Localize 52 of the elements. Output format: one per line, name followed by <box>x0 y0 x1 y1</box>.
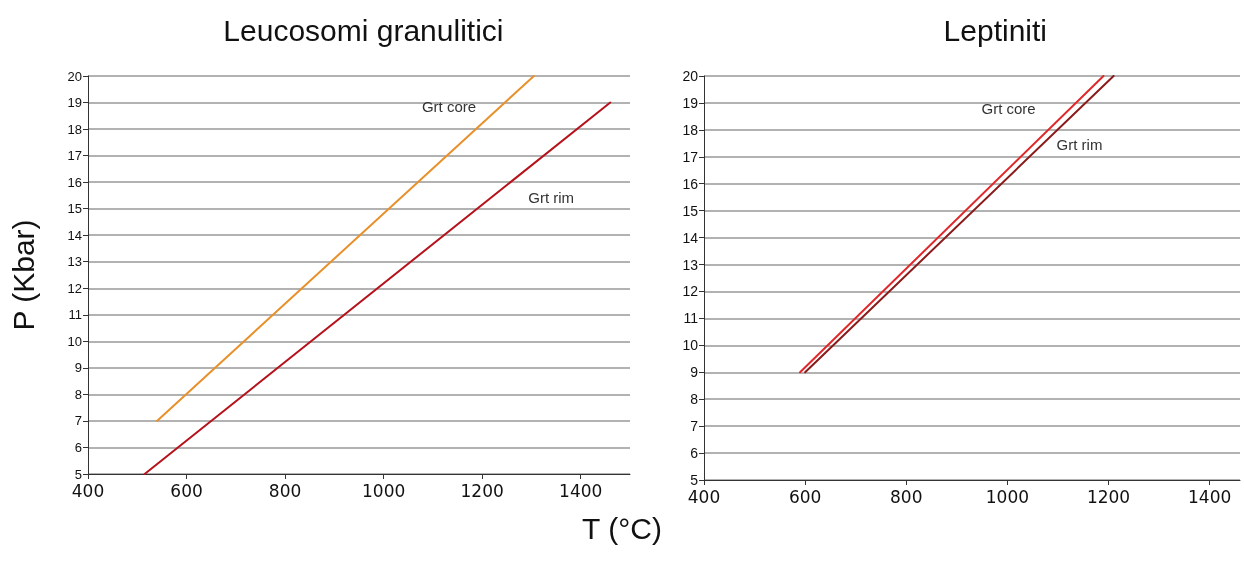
y-tick-label: 8 <box>690 391 699 408</box>
y-tick-label: 18 <box>682 121 699 138</box>
series-label: Grt rim <box>1056 135 1103 153</box>
x-tick-label: 600 <box>788 486 822 507</box>
x-tick-label: 600 <box>170 480 203 501</box>
y-tick-label: 7 <box>690 418 699 435</box>
y-tick-label: 11 <box>683 310 699 327</box>
y-tick-label: 12 <box>682 283 699 300</box>
y-tick-label: 15 <box>67 201 82 217</box>
x-tick-label: 1400 <box>559 480 603 501</box>
y-tick-label: 10 <box>67 333 82 349</box>
x-tick-label: 1200 <box>460 480 504 501</box>
y-tick-label: 13 <box>67 254 82 270</box>
y-tick-label: 15 <box>682 202 699 219</box>
chart-title: Leptiniti <box>943 13 1048 47</box>
y-axis-title: P (Kbar) <box>6 219 40 331</box>
y-tick-label: 5 <box>690 472 699 488</box>
y-tick-label: 18 <box>67 121 82 137</box>
series-label: Grt core <box>421 97 477 115</box>
x-tick-label: 400 <box>71 480 105 501</box>
x-tick-label: 1200 <box>1086 486 1131 507</box>
y-tick-label: 7 <box>74 413 82 429</box>
y-tick-label: 6 <box>690 445 699 462</box>
y-tick-label: 12 <box>67 280 82 296</box>
y-tick-label: 10 <box>682 337 699 354</box>
y-tick-label: 16 <box>682 175 699 192</box>
y-tick-label: 14 <box>67 227 82 243</box>
x-tick-label: 800 <box>268 480 302 501</box>
x-tick-label: 800 <box>890 486 923 507</box>
y-tick-label: 16 <box>67 174 82 190</box>
x-tick-label: 1400 <box>1188 486 1232 507</box>
y-tick-label: 14 <box>682 229 699 246</box>
y-tick-label: 8 <box>74 386 82 402</box>
y-tick-label: 19 <box>67 95 82 111</box>
y-tick-label: 9 <box>74 360 82 376</box>
y-tick-label: 20 <box>682 68 699 84</box>
y-tick-label: 17 <box>67 148 82 164</box>
x-tick-label: 1000 <box>985 486 1030 507</box>
x-axis-title: T (°C) <box>581 512 663 546</box>
x-tick-label: 1000 <box>362 480 406 501</box>
y-tick-label: 13 <box>682 256 699 273</box>
y-tick-label: 9 <box>690 364 699 381</box>
x-tick-label: 400 <box>687 486 721 507</box>
y-tick-label: 5 <box>74 466 82 482</box>
y-tick-label: 11 <box>68 307 82 323</box>
series-label: Grt rim <box>528 189 575 207</box>
y-tick-label: 17 <box>682 148 699 165</box>
series-label: Grt core <box>981 99 1036 117</box>
chart-title: Leucosomi granulitici <box>223 13 504 47</box>
y-tick-label: 19 <box>682 94 699 111</box>
y-tick-label: 20 <box>67 68 82 84</box>
y-tick-label: 6 <box>74 439 82 455</box>
